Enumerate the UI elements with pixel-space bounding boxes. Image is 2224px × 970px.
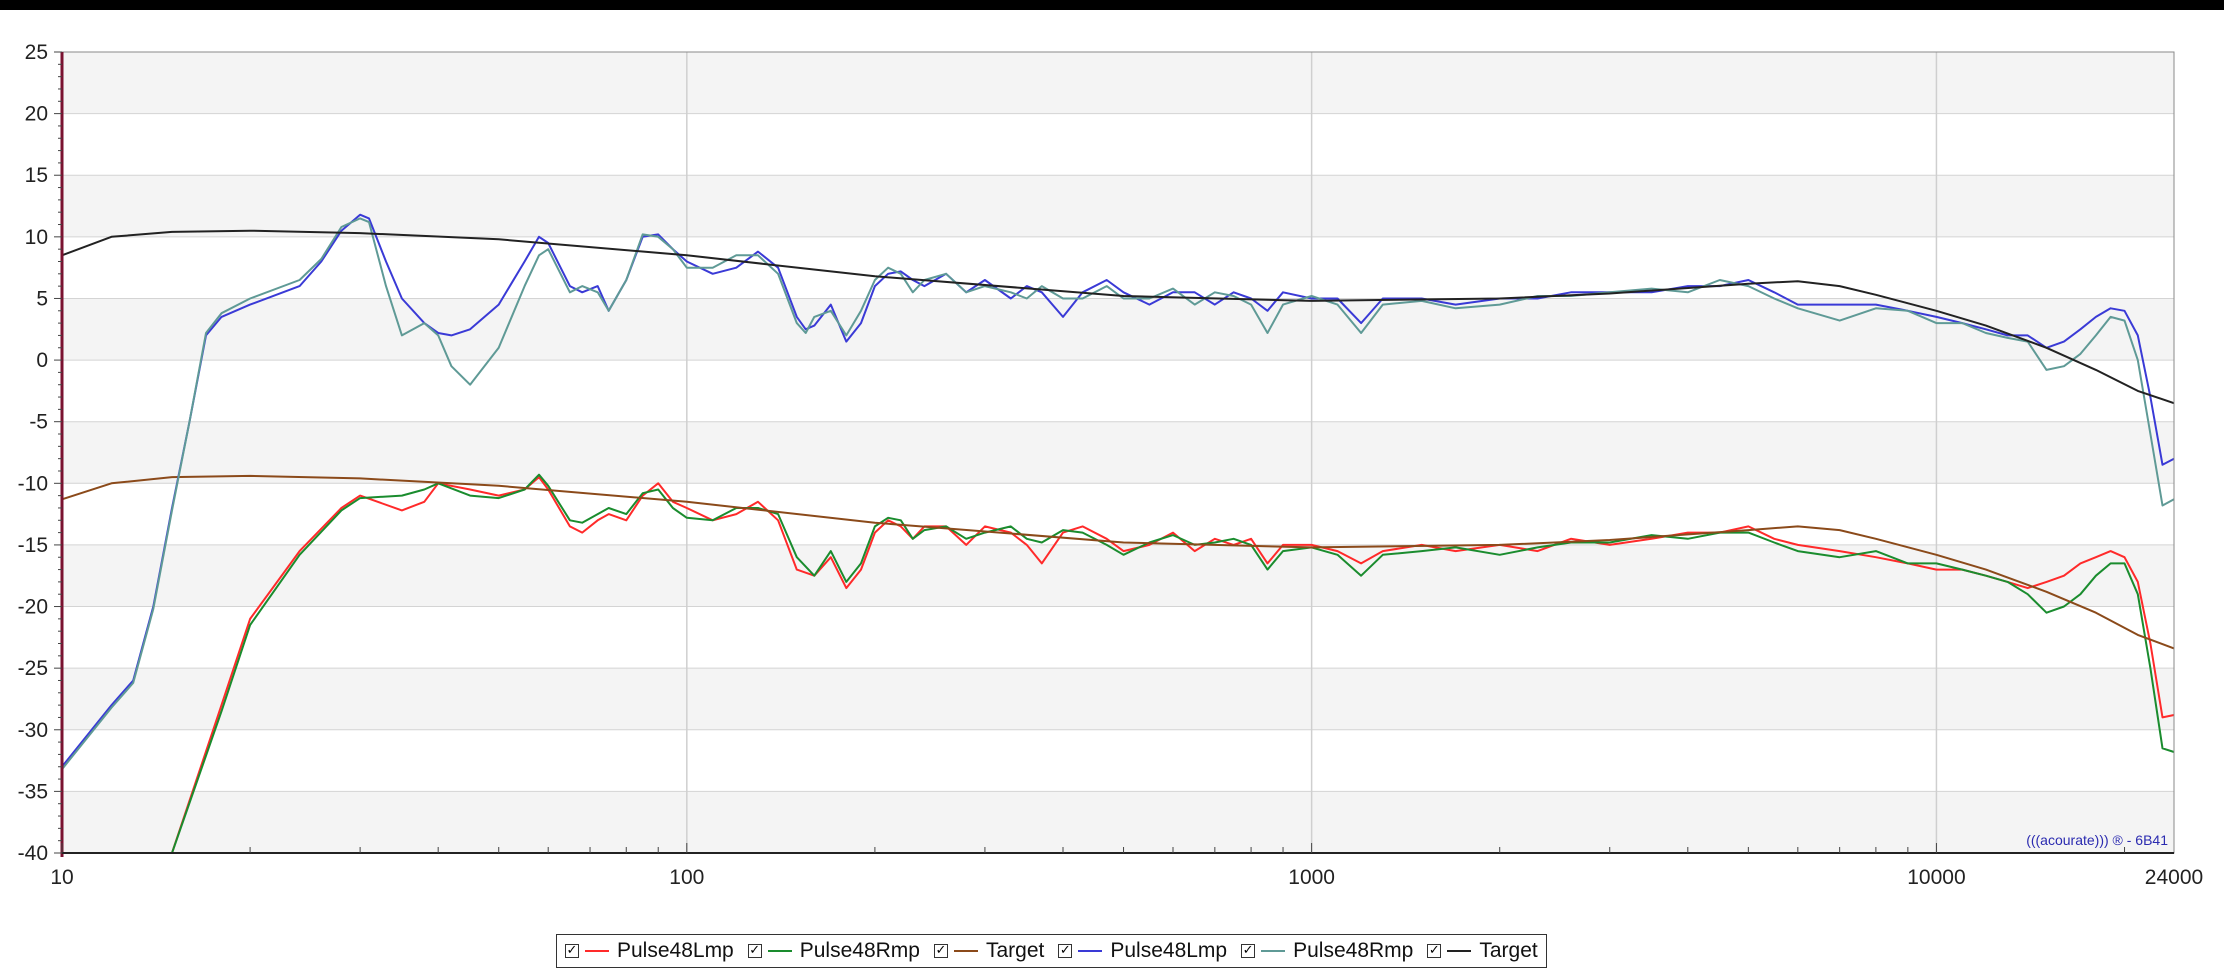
- legend-item[interactable]: ✓ Target: [1427, 939, 1538, 963]
- chart-legend: ✓ Pulse48Lmp ✓ Pulse48Rmp ✓ Target ✓ Pulse48Lmp…: [556, 934, 1547, 968]
- series-line-4: [61, 217, 2175, 770]
- y-tick-label: 25: [25, 41, 48, 64]
- legend-checkbox[interactable]: ✓: [1427, 943, 1442, 958]
- plot-band: [62, 791, 2174, 853]
- legend-item[interactable]: ✓ Pulse48Rmp: [747, 939, 920, 963]
- legend-checkbox[interactable]: ✓: [933, 943, 948, 958]
- x-tick-label: 100: [669, 866, 704, 889]
- legend-item[interactable]: ✓ Pulse48Lmp: [1058, 939, 1227, 963]
- plot-band: [62, 298, 2174, 361]
- plot-band: [62, 52, 2174, 114]
- y-tick-label: -15: [18, 534, 48, 557]
- legend-item[interactable]: ✓ Pulse48Lmp: [565, 939, 734, 963]
- y-tick-label: -10: [18, 472, 48, 495]
- y-tick-label: -35: [18, 780, 48, 803]
- legend-checkbox[interactable]: ✓: [1241, 943, 1256, 958]
- y-tick-label: 20: [25, 103, 48, 126]
- legend-label: Pulse48Lmp: [617, 939, 734, 962]
- legend-swatch: [1447, 950, 1472, 952]
- y-tick-label: -20: [18, 596, 48, 619]
- series-line-1: [171, 473, 2175, 854]
- legend-checkbox[interactable]: ✓: [565, 943, 579, 958]
- y-tick-label: -25: [18, 657, 48, 680]
- series-line-0: [171, 476, 2175, 854]
- legend-checkbox[interactable]: ✓: [747, 943, 762, 958]
- legend-swatch: [953, 950, 978, 952]
- legend-label: Pulse48Rmp: [799, 939, 920, 962]
- plot-band: [62, 421, 2174, 484]
- legend-checkbox[interactable]: ✓: [1058, 943, 1073, 958]
- plot-grid: [62, 51, 2174, 854]
- legend-label: Pulse48Lmp: [1110, 939, 1228, 962]
- y-tick-label: 10: [25, 226, 48, 249]
- y-tick-label: -30: [18, 719, 48, 742]
- y-tick-label: 15: [25, 164, 48, 187]
- legend-item[interactable]: ✓ Target: [933, 939, 1045, 963]
- y-tick-label: 0: [36, 349, 48, 372]
- legend-swatch: [585, 950, 609, 952]
- legend-item[interactable]: ✓ Pulse48Rmp: [1241, 939, 1413, 963]
- plot-bands: [62, 52, 2174, 853]
- series-lines: [61, 213, 2175, 854]
- plot-axes: [54, 51, 2175, 857]
- y-tick-label: -40: [18, 842, 48, 865]
- legend-label: Pulse48Rmp: [1293, 939, 1414, 962]
- series-line-5: [61, 229, 2175, 405]
- legend-swatch: [1261, 950, 1286, 952]
- window-top-bar: [0, 0, 2224, 10]
- acourate-watermark: (((acourate))) ® - 6B41: [2026, 832, 2168, 848]
- x-tick-label: 10000: [1907, 866, 1965, 889]
- x-tick-label: 24000: [2145, 866, 2203, 889]
- y-tick-label: -5: [29, 411, 48, 434]
- plot-band: [62, 668, 2174, 730]
- plot-band: [62, 175, 2174, 237]
- y-tick-label: 5: [36, 287, 48, 310]
- legend-label: Target: [985, 939, 1045, 962]
- legend-swatch: [767, 950, 792, 952]
- x-tick-label: 1000: [1288, 866, 1335, 889]
- x-tick-label: 10: [50, 866, 73, 889]
- series-line-2: [61, 474, 2175, 650]
- legend-label: Target: [1479, 939, 1538, 962]
- legend-swatch: [1078, 950, 1103, 952]
